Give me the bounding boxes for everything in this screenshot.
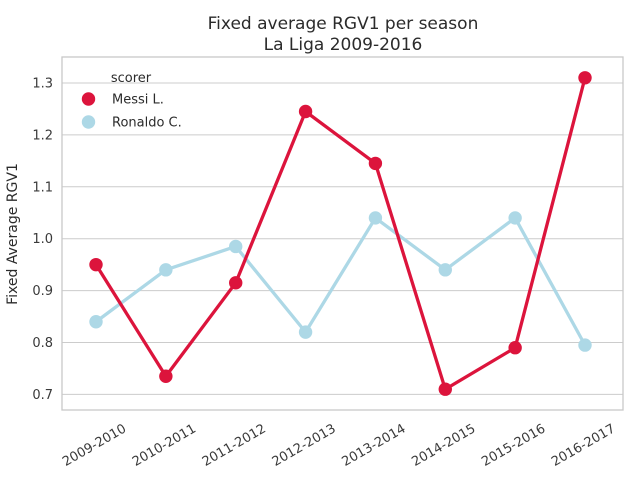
series-point-messi-l-2015-2016 <box>508 341 522 355</box>
series-point-ronaldo-c-2016-2017 <box>578 338 592 352</box>
series-point-ronaldo-c-2009-2010 <box>89 315 103 329</box>
legend-item-label-messi-l: Messi L. <box>112 93 164 108</box>
series-point-messi-l-2011-2012 <box>229 276 243 290</box>
x-tick-label: 2014-2015 <box>409 421 478 469</box>
series-point-ronaldo-c-2013-2014 <box>368 211 383 225</box>
series-point-ronaldo-c-2015-2016 <box>508 211 522 225</box>
chart-subtitle: La Liga 2009-2016 <box>264 35 423 55</box>
y-tick-label: 0.9 <box>32 284 53 299</box>
x-tick-label: 2013-2014 <box>340 421 409 469</box>
y-tick-label: 1.1 <box>32 180 53 195</box>
series-line-ronaldo-c <box>94 216 587 347</box>
series-point-messi-l-2016-2017 <box>578 71 592 85</box>
legend-item-label-ronaldo-c: Ronaldo C. <box>112 116 182 131</box>
series-point-ronaldo-c-2011-2012 <box>229 239 243 254</box>
series-line-messi-l <box>94 76 587 391</box>
series-point-messi-l-2012-2013 <box>298 104 313 119</box>
plot-border <box>61 56 624 411</box>
y-tick-label: 1.3 <box>32 76 53 91</box>
y-tick-label: 0.7 <box>32 388 53 403</box>
series-point-messi-l-2014-2015 <box>438 382 452 396</box>
x-tick-label: 2012-2013 <box>270 421 339 469</box>
x-tick-label: 2015-2016 <box>479 421 548 469</box>
series-point-messi-l-2013-2014 <box>368 156 383 171</box>
x-tick-label: 2009-2010 <box>60 421 129 469</box>
y-axis-label: Fixed Average RGV1 <box>5 163 21 305</box>
legend-title: scorer <box>111 71 152 86</box>
y-tick-label: 0.8 <box>32 336 53 351</box>
series-point-ronaldo-c-2014-2015 <box>438 263 452 277</box>
chart-title: Fixed average RGV1 per season <box>208 14 479 34</box>
x-tick-label: 2011-2012 <box>200 421 269 469</box>
legend-swatch-messi-l <box>81 92 96 106</box>
legend-swatch-ronaldo-c <box>81 115 96 129</box>
series-point-ronaldo-c-2010-2011 <box>159 263 173 277</box>
series-point-messi-l-2009-2010 <box>89 257 103 272</box>
y-tick-label: 1.2 <box>32 128 53 143</box>
y-tick-label: 1.0 <box>32 232 53 247</box>
series-point-messi-l-2010-2011 <box>159 369 173 383</box>
x-tick-label: 2016-2017 <box>549 421 618 469</box>
x-tick-label: 2010-2011 <box>130 421 199 469</box>
series-point-ronaldo-c-2012-2013 <box>298 325 313 339</box>
